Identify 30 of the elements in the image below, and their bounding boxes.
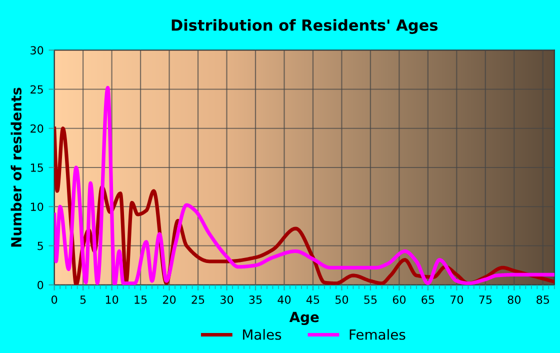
- legend-label: Males: [243, 329, 282, 340]
- x-tick-label: 25: [192, 295, 204, 304]
- x-tick-label: 30: [220, 295, 234, 304]
- y-tick-label: 10: [30, 202, 44, 211]
- y-tick-label: 20: [30, 124, 44, 133]
- y-tick-label: 25: [30, 85, 43, 94]
- y-tick-label: 5: [38, 242, 43, 250]
- x-tick-label: 40: [278, 295, 291, 304]
- x-tick-label: 60: [392, 295, 406, 304]
- y-axis-title: Number of residents: [10, 88, 22, 247]
- x-tick-label: 45: [306, 296, 320, 304]
- x-tick-label: 80: [508, 295, 520, 304]
- x-tick-label: 55: [364, 296, 377, 304]
- x-tick-label: 35: [249, 295, 262, 304]
- x-tick-label: 65: [422, 295, 434, 304]
- chart-title: Distribution of Residents' Ages: [172, 19, 438, 34]
- x-tick-label: 5: [80, 296, 86, 304]
- x-tick-label: 75: [479, 296, 492, 304]
- legend-label: Females: [350, 329, 406, 340]
- x-tick-label: 0: [52, 295, 58, 304]
- y-tick-label: 0: [38, 280, 44, 290]
- x-tick-label: 20: [163, 295, 176, 304]
- x-axis-title: Age: [289, 312, 319, 326]
- x-tick-label: 85: [536, 295, 550, 304]
- x-tick-label: 10: [106, 295, 118, 304]
- y-tick-label: 15: [30, 164, 43, 172]
- x-tick-label: 70: [450, 295, 464, 304]
- y-tick-label: 30: [30, 46, 44, 55]
- x-tick-label: 50: [336, 295, 348, 304]
- x-tick-label: 15: [134, 296, 147, 304]
